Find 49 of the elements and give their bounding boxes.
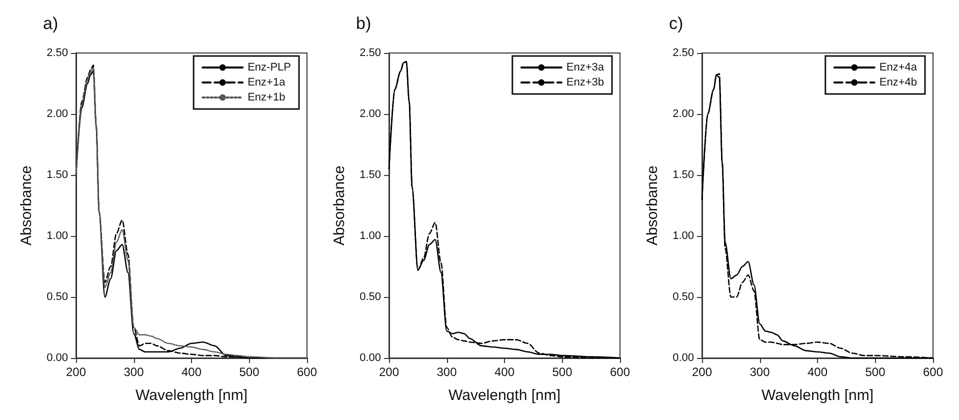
y-tick-label: 2.00 bbox=[360, 108, 381, 120]
y-tick-label: 1.00 bbox=[672, 230, 694, 242]
chart-title: c) bbox=[669, 14, 684, 33]
x-tick-label: 500 bbox=[865, 365, 886, 379]
y-tick-label: 2.50 bbox=[672, 47, 694, 59]
y-tick-label: 0.00 bbox=[360, 352, 381, 364]
x-axis-title: Wavelength [nm] bbox=[448, 387, 560, 404]
x-tick-label: 400 bbox=[181, 365, 202, 379]
legend-label: Enz+1a bbox=[248, 76, 286, 88]
y-tick-label: 2.50 bbox=[46, 47, 68, 59]
y-tick-label: 1.50 bbox=[46, 169, 68, 181]
y-tick-label: 1.50 bbox=[360, 169, 381, 181]
y-tick-label: 0.50 bbox=[46, 291, 68, 303]
x-tick-label: 300 bbox=[124, 365, 144, 379]
y-tick-label: 0.00 bbox=[46, 352, 68, 364]
x-tick-label: 500 bbox=[552, 365, 573, 379]
x-tick-label: 600 bbox=[296, 365, 318, 379]
x-tick-label: 200 bbox=[378, 365, 400, 379]
y-axis-title: Absorbance bbox=[331, 165, 348, 246]
legend-label: Enz+3b bbox=[566, 76, 604, 88]
y-tick-label: 2.50 bbox=[360, 47, 381, 59]
y-axis-title: Absorbance bbox=[644, 165, 661, 246]
chart-title: a) bbox=[43, 14, 58, 33]
y-tick-label: 0.50 bbox=[672, 291, 694, 303]
legend-label: Enz-PLP bbox=[248, 62, 292, 74]
x-tick-label: 600 bbox=[922, 365, 944, 379]
x-axis-title: Wavelength [nm] bbox=[136, 387, 248, 404]
x-tick-label: 200 bbox=[692, 365, 712, 379]
x-tick-label: 600 bbox=[610, 365, 630, 379]
y-tick-label: 0.50 bbox=[360, 291, 381, 303]
x-tick-label: 200 bbox=[66, 365, 86, 379]
x-tick-label: 400 bbox=[494, 365, 515, 379]
x-tick-label: 400 bbox=[807, 365, 828, 379]
y-tick-label: 2.00 bbox=[46, 108, 68, 120]
y-tick-label: 2.00 bbox=[672, 108, 694, 120]
y-axis-title: Absorbance bbox=[18, 165, 35, 246]
legend-label: Enz+4a bbox=[879, 62, 918, 74]
x-tick-label: 300 bbox=[750, 365, 770, 379]
x-axis-title: Wavelength [nm] bbox=[762, 387, 874, 404]
legend-label: Enz+1b bbox=[248, 92, 286, 104]
legend-label: Enz+4b bbox=[879, 76, 918, 88]
legend-label: Enz+3a bbox=[566, 62, 605, 74]
y-tick-label: 1.00 bbox=[46, 230, 68, 242]
y-tick-label: 1.00 bbox=[360, 230, 381, 242]
chart-title: b) bbox=[356, 14, 372, 33]
x-tick-label: 300 bbox=[436, 365, 458, 379]
y-tick-label: 0.00 bbox=[672, 352, 694, 364]
x-tick-label: 500 bbox=[239, 365, 260, 379]
y-tick-label: 1.50 bbox=[672, 169, 694, 181]
